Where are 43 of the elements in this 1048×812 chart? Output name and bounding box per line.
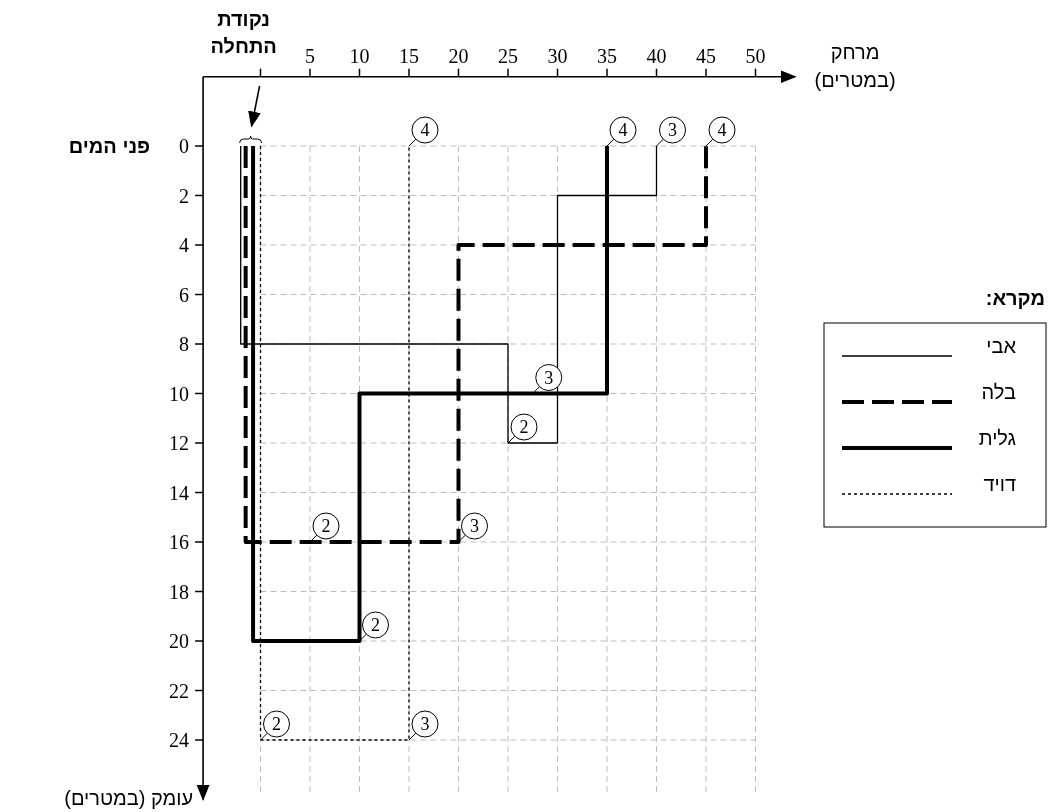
annotation: 2	[371, 615, 380, 635]
y-tick-label: 2	[179, 184, 190, 207]
y-tick-label: 20	[169, 630, 190, 652]
y-tick-label: 14	[169, 481, 190, 504]
y-tick-label: 8	[179, 333, 190, 355]
annotation: 2	[519, 417, 529, 437]
x-tick-label: 10	[349, 44, 370, 67]
x-tick-label: 15	[399, 44, 419, 67]
x-tick-label: 5	[305, 44, 315, 67]
x-tick-label: 30	[547, 44, 568, 67]
y-tick-label: 24	[169, 729, 190, 751]
annotation: 4	[420, 120, 430, 140]
annotation: 4	[717, 120, 727, 140]
y-tick-label: 6	[179, 283, 190, 306]
y-tick-label: 22	[169, 679, 190, 702]
annotation: 3	[544, 367, 554, 388]
x-tick-label: 35	[597, 44, 617, 67]
annotation: 2	[321, 516, 331, 536]
annotation: 4	[618, 120, 628, 140]
x-tick-label: 25	[498, 44, 518, 67]
text: אבי	[986, 335, 1017, 357]
text: פני המים	[68, 135, 151, 157]
y-axis-title: עומק (במטרים)	[64, 787, 194, 810]
y-tick-label: 4	[179, 234, 190, 256]
x-tick-label: 50	[745, 44, 766, 67]
x-tick-label: 40	[646, 44, 667, 67]
legend-title: מקרא:	[985, 287, 1045, 309]
y-tick-label: 12	[169, 432, 190, 454]
text: דויד	[983, 473, 1016, 495]
x-tick-label: 20	[448, 44, 469, 67]
y-tick-label: 10	[169, 382, 190, 405]
annotation: 3	[668, 120, 677, 140]
annotation: 2	[272, 714, 281, 734]
annotation: 3	[470, 516, 479, 536]
text: בלה	[981, 381, 1017, 403]
text: נקודת התחלה	[210, 8, 277, 57]
y-tick-label: 0	[179, 135, 190, 157]
y-tick-label: 16	[169, 531, 190, 553]
text: גלית	[978, 427, 1016, 449]
x-axis-title: מרחק (במטרים)	[814, 40, 896, 91]
annotation: 3	[420, 714, 430, 734]
y-tick-label: 18	[169, 580, 190, 603]
x-tick-label: 45	[696, 44, 716, 67]
